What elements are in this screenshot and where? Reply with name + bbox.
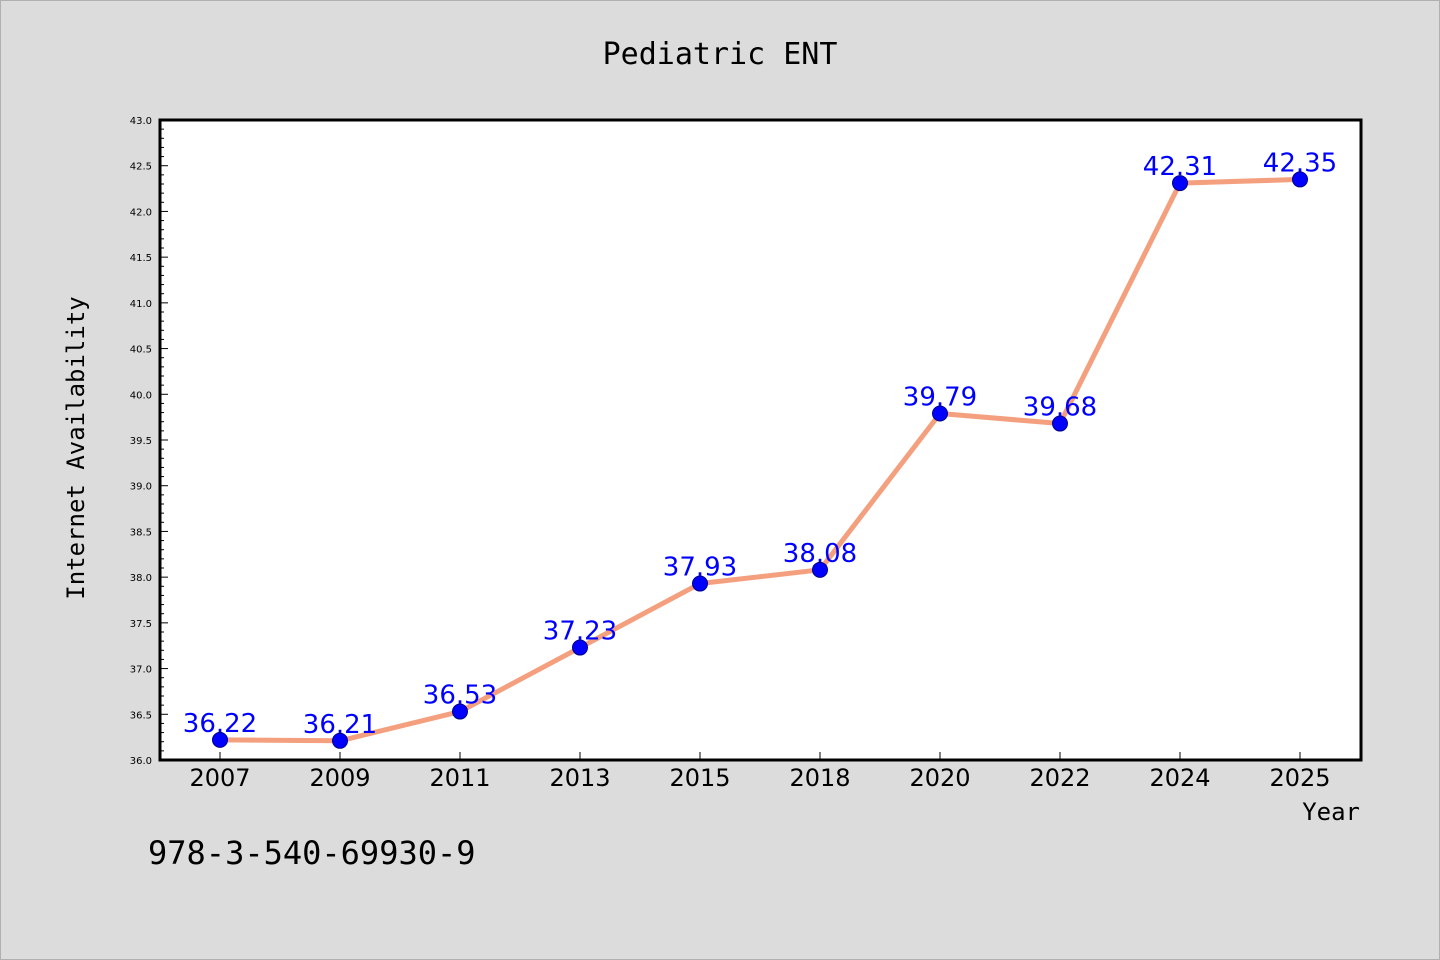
data-label: 42.31 — [1143, 152, 1217, 182]
y-tick-label: 37.5 — [130, 619, 152, 630]
y-tick-label: 36.0 — [130, 756, 152, 767]
x-tick-label: 2011 — [429, 764, 490, 792]
y-tick-label: 42.5 — [130, 162, 152, 173]
y-tick-label: 42.0 — [130, 207, 152, 218]
data-label: 37.93 — [663, 553, 737, 583]
data-point-marker — [452, 703, 468, 720]
data-labels: 36.22 36.21 36.53 37.23 37.93 38.08 39.79 39.68… — [183, 148, 1337, 739]
x-tick-label: 2020 — [909, 764, 970, 792]
y-tick-label: 40.0 — [130, 390, 152, 401]
series-line — [217, 176, 1303, 744]
x-tick-label: 2007 — [189, 764, 250, 792]
data-label: 37.23 — [543, 617, 617, 647]
data-label: 36.21 — [303, 710, 377, 740]
data-point-marker — [1292, 171, 1308, 188]
x-tick-label: 2013 — [549, 764, 610, 792]
x-tick-label: 2025 — [1269, 764, 1330, 792]
data-label: 39.79 — [903, 382, 977, 412]
series-markers — [212, 171, 1308, 749]
x-tick-label: 2022 — [1029, 764, 1090, 792]
y-tick-label: 43.0 — [130, 116, 152, 127]
x-axis-label: Year — [1302, 798, 1360, 826]
data-label: 38.08 — [783, 539, 857, 569]
y-axis-label: Internet Availability — [62, 296, 90, 599]
x-tick-label: 2018 — [789, 764, 850, 792]
y-tick-label: 38.0 — [130, 573, 152, 584]
data-point-marker — [812, 561, 828, 578]
data-label: 36.53 — [423, 681, 497, 711]
x-tick-label: 2015 — [669, 764, 730, 792]
y-tick-label: 37.0 — [130, 665, 152, 676]
y-tick-label: 36.5 — [130, 710, 152, 721]
data-point-marker — [332, 732, 348, 749]
y-axis: 36.0 36.5 37.0 37.5 38.0 38.5 39.0 39.5 40.0 40.5… — [130, 116, 168, 767]
data-label: 42.35 — [1263, 148, 1337, 178]
data-point-marker — [692, 575, 708, 592]
data-point-marker — [932, 405, 948, 422]
y-tick-label: 39.0 — [130, 482, 152, 493]
y-tick-label: 38.5 — [130, 527, 152, 538]
data-point-marker — [572, 639, 588, 656]
data-label: 36.22 — [183, 709, 257, 739]
y-tick-label: 39.5 — [130, 436, 152, 447]
y-tick-label: 40.5 — [130, 345, 152, 356]
y-tick-label: 41.0 — [130, 299, 152, 310]
x-tick-label: 2024 — [1149, 764, 1210, 792]
data-point-marker — [1052, 415, 1068, 432]
x-axis: 2007 2009 2011 2013 2015 2018 2020 2022 2024 2025 — [189, 752, 1331, 792]
data-point-marker — [1172, 175, 1188, 192]
x-tick-label: 2009 — [309, 764, 370, 792]
y-tick-label: 41.5 — [130, 253, 152, 264]
isbn-annotation: 978-3-540-69930-9 — [148, 834, 476, 872]
data-point-marker — [212, 731, 228, 748]
chart-title: Pediatric ENT — [603, 37, 838, 72]
plot-area — [158, 118, 1363, 762]
data-label: 39.68 — [1023, 393, 1097, 423]
